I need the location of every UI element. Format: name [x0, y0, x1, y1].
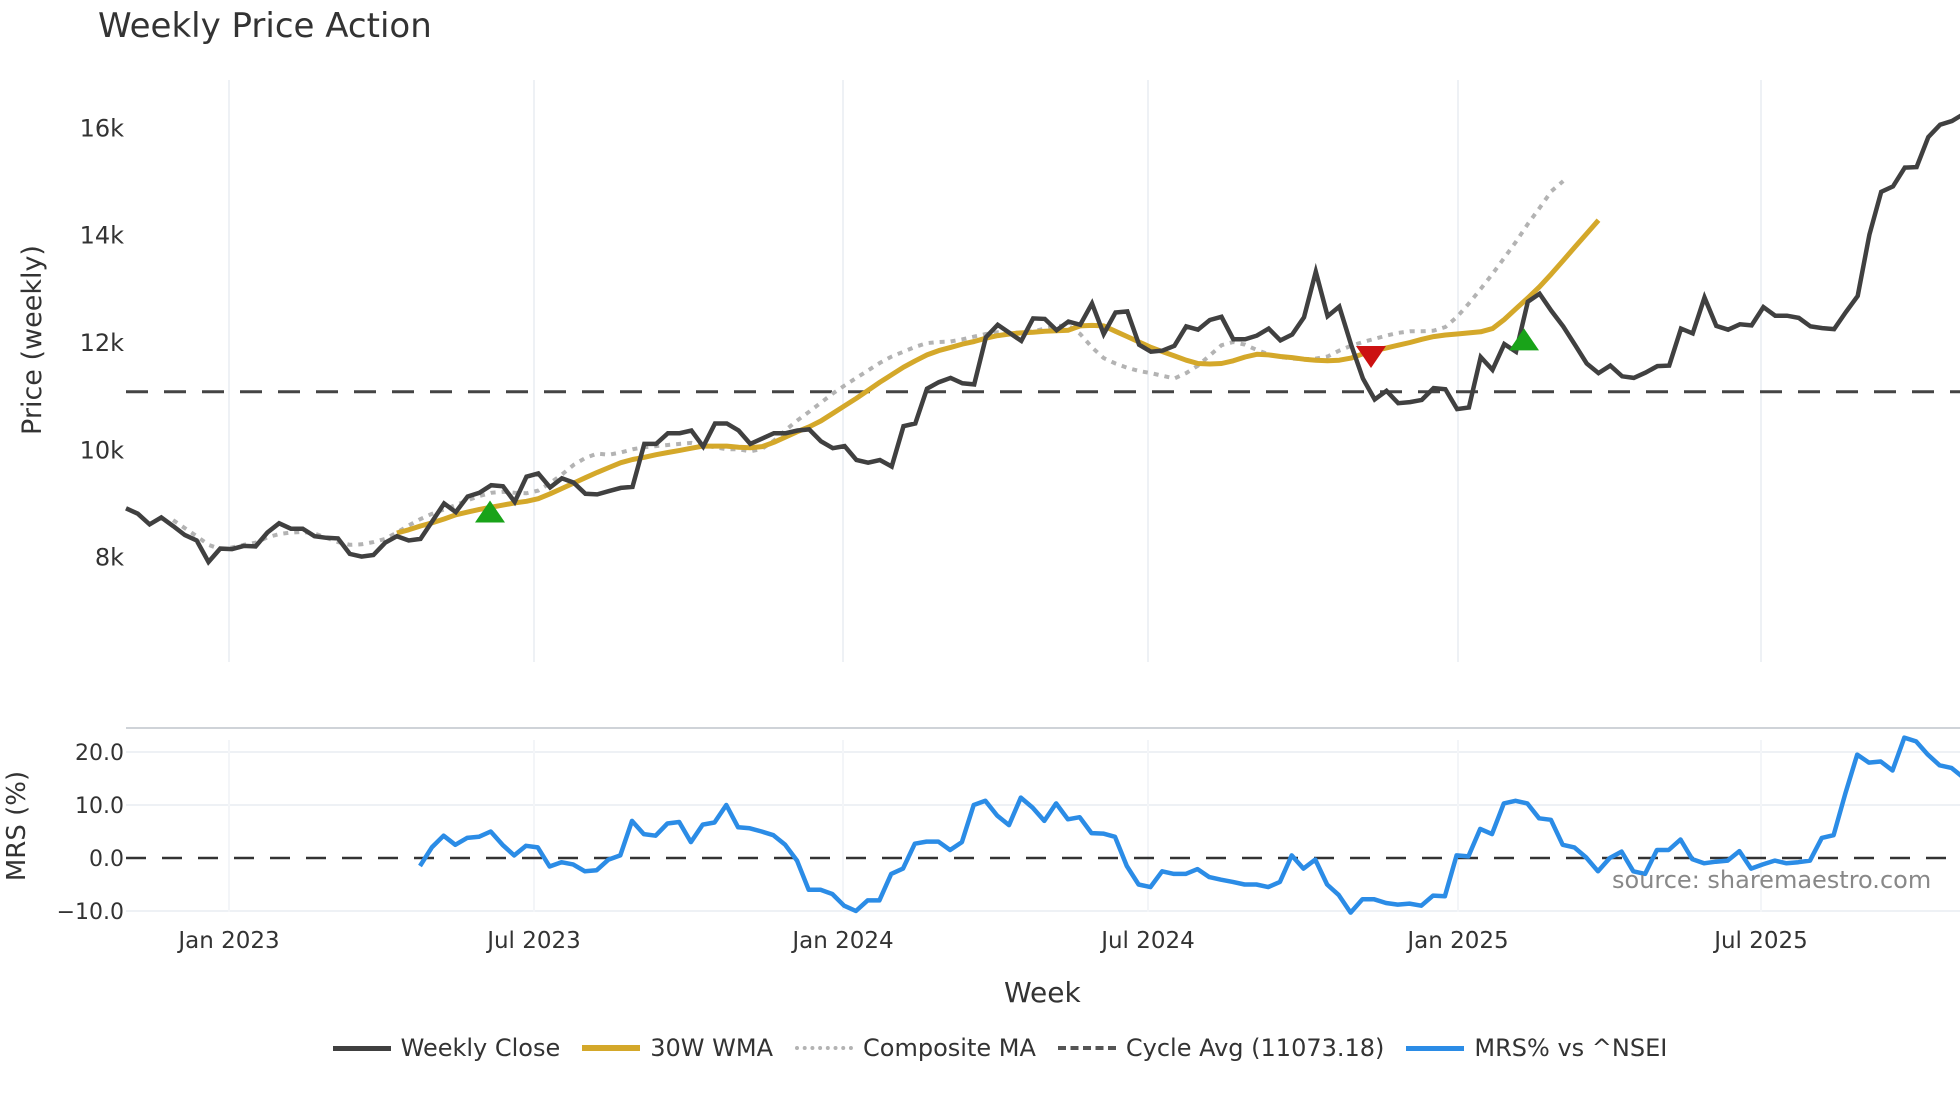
- legend-item-composite-ma[interactable]: Composite MA: [795, 1034, 1036, 1062]
- x-tick-label: Jul 2025: [1712, 928, 1808, 954]
- weekly-close-line: [125, 113, 1960, 566]
- price-series: [125, 113, 1960, 566]
- legend-swatch-icon: [1406, 1045, 1465, 1051]
- price-axis-label: Price (weekly): [17, 245, 48, 435]
- legend-swatch-icon: [1057, 1046, 1116, 1050]
- price-tick-label: 16k: [80, 114, 125, 142]
- sell-signal-icon: [1356, 346, 1386, 369]
- x-tick-label: Jul 2024: [1099, 928, 1195, 954]
- legend-item-weekly-close[interactable]: Weekly Close: [332, 1034, 560, 1062]
- x-axis-label: Week: [1004, 976, 1081, 1009]
- axis-labels: 8k 10k 12k 14k 16k 20.0 10.0 0.0 −10.0 Jan 2023 Ju…: [2, 114, 1808, 954]
- mrs-tick-label: 20.0: [75, 741, 124, 766]
- x-tick-label: Jan 2024: [790, 928, 893, 954]
- wma-30w-line: [396, 218, 1601, 536]
- price-tick-label: 12k: [80, 329, 125, 357]
- mrs-tick-label: 0.0: [89, 847, 124, 872]
- mrs-line: [418, 735, 1960, 915]
- mrs-tick-label: 10.0: [75, 794, 124, 819]
- price-tick-label: 14k: [80, 222, 125, 250]
- vertical-gridlines: [228, 80, 1762, 662]
- legend-item-cycle-avg[interactable]: Cycle Avg (11073.18): [1057, 1034, 1384, 1062]
- x-tick-label: Jul 2023: [485, 928, 581, 954]
- legend-swatch-icon: [582, 1045, 641, 1051]
- price-tick-label: 8k: [95, 544, 124, 572]
- legend-item-30w-wma[interactable]: 30W WMA: [582, 1034, 773, 1062]
- x-tick-label: Jan 2025: [1405, 928, 1508, 954]
- x-tick-label: Jan 2023: [176, 928, 279, 954]
- source-annotation: source: sharemaestro.com: [1612, 866, 1932, 894]
- buy-signal-icon: [1509, 328, 1539, 351]
- mrs-tick-label: −10.0: [57, 900, 124, 925]
- price-tick-label: 10k: [80, 436, 125, 464]
- legend: Weekly Close 30W WMA Composite MA Cycle …: [0, 1034, 1960, 1062]
- buy-signal-icon: [475, 500, 505, 523]
- mrs-horizontal-gridlines: [126, 740, 1960, 912]
- signal-markers: [475, 328, 1539, 523]
- legend-item-mrs[interactable]: MRS% vs ^NSEI: [1406, 1034, 1667, 1062]
- legend-swatch-icon: [795, 1046, 854, 1050]
- composite-ma-line: [171, 179, 1565, 552]
- mrs-series: [418, 735, 1960, 915]
- legend-swatch-icon: [332, 1045, 391, 1051]
- chart-title: Weekly Price Action: [98, 6, 432, 46]
- mrs-axis-label: MRS (%): [2, 771, 32, 881]
